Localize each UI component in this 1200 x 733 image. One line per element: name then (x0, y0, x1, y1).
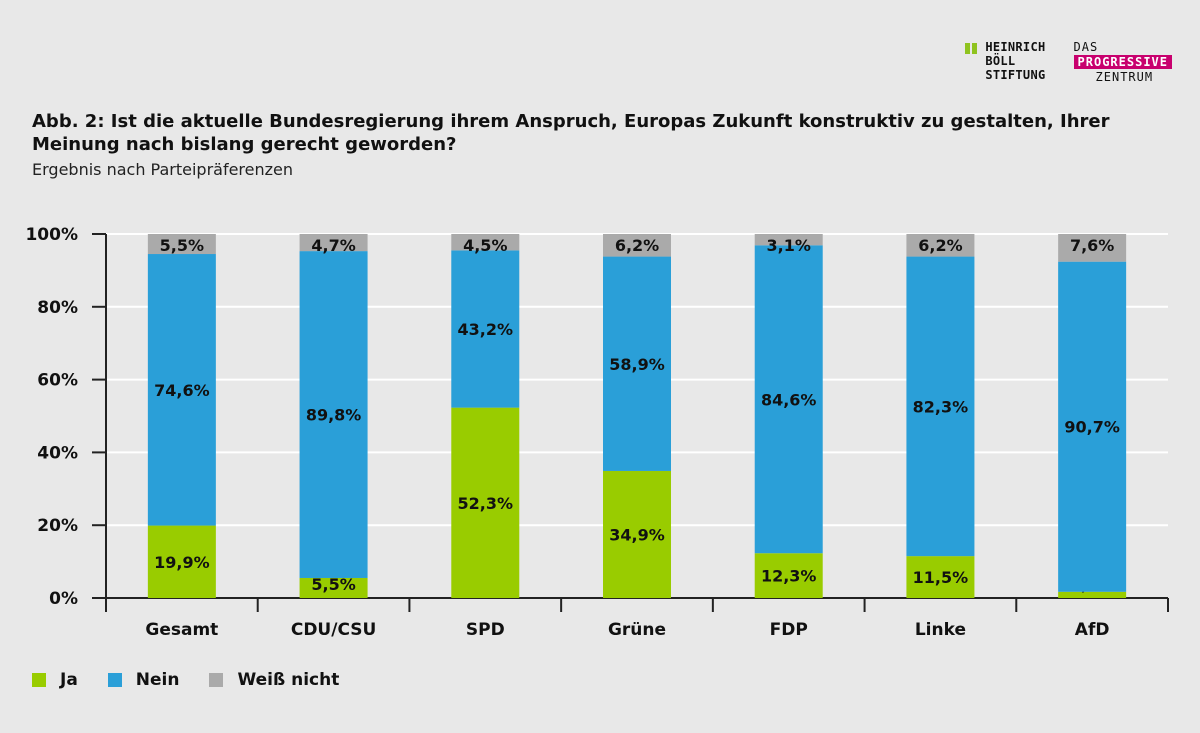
bar-weiss-nicht (299, 234, 368, 252)
progressive-zentrum-logo: DAS PROGRESSIVE ZENTRUM (1073, 40, 1172, 84)
data-label-ja: 11,5% (913, 568, 969, 587)
bar-ja (299, 577, 368, 598)
data-label-weiss-nicht: 3,1% (767, 236, 811, 255)
legend-label-weiss-nicht: Weiß nicht (237, 670, 340, 690)
legend-swatch-weiss-nicht (209, 673, 224, 687)
data-label-nein: 82,3% (913, 397, 969, 416)
data-label-nein: 89,8% (306, 406, 362, 425)
bar-nein (451, 250, 520, 408)
data-label-weiss-nicht: 6,2% (918, 236, 962, 255)
legend-item-ja: Ja (32, 670, 78, 690)
bar-nein (1058, 261, 1127, 592)
legend: Ja Nein Weiß nicht (32, 670, 339, 690)
legend-label-nein: Nein (135, 670, 180, 690)
category-label: AfD (1075, 620, 1110, 640)
hbs-line-1: HEINRICH (985, 40, 1046, 54)
data-label-nein: 74,6% (154, 381, 210, 400)
data-label-ja: 12,3% (761, 567, 817, 586)
category-label: Grüne (608, 620, 666, 640)
bar-ja (147, 525, 216, 598)
data-label-weiss-nicht: 4,5% (463, 236, 507, 255)
bar-weiss-nicht (754, 234, 823, 246)
data-label-nein: 84,6% (761, 390, 817, 409)
logos: HEINRICH BÖLL STIFTUNG DAS PROGRESSIVE Z… (965, 40, 1172, 84)
dpz-bot: ZENTRUM (1095, 70, 1154, 84)
data-label-ja: 34,9% (609, 525, 665, 544)
data-label-ja: 5,5% (311, 575, 355, 594)
data-label-ja: 19,9% (154, 553, 210, 572)
y-tick-label: 40% (37, 443, 78, 463)
bar-ja (603, 470, 671, 598)
category-label: FDP (770, 620, 808, 640)
legend-swatch-nein (107, 673, 122, 687)
data-label-weiss-nicht: 5,5% (160, 236, 204, 255)
bar-ja (1058, 591, 1127, 598)
bar-nein (299, 251, 368, 578)
bar-weiss-nicht (906, 234, 975, 257)
dpz-mid: PROGRESSIVE (1073, 55, 1172, 69)
legend-label-ja: Ja (60, 670, 78, 690)
bar-ja (754, 553, 823, 598)
hbs-mark-icon (965, 43, 978, 82)
bar-ja (906, 556, 975, 598)
hbs-line-3: STIFTUNG (985, 68, 1046, 82)
y-tick-label: 0% (49, 589, 78, 609)
bar-weiss-nicht (1058, 234, 1127, 262)
chart-subtitle: Ergebnis nach Parteipräferenzen (32, 160, 294, 179)
bar-weiss-nicht (451, 234, 520, 251)
bar-nein (906, 256, 975, 557)
data-label-ja: 52,3% (458, 494, 514, 513)
category-label: Linke (915, 620, 966, 640)
y-tick-label: 20% (37, 516, 78, 536)
bar-weiss-nicht (603, 234, 671, 257)
data-label-weiss-nicht: 7,6% (1070, 236, 1114, 255)
heinrich-boell-logo: HEINRICH BÖLL STIFTUNG (965, 40, 1045, 82)
hbs-line-2: BÖLL (985, 54, 1016, 68)
bar-weiss-nicht (147, 234, 216, 255)
category-label: SPD (466, 620, 505, 640)
y-tick-label: 100% (25, 225, 78, 245)
category-label: Gesamt (145, 620, 218, 640)
data-label-nein: 90,7% (1064, 418, 1120, 437)
legend-swatch-ja (32, 673, 46, 687)
legend-item-weiss-nicht: Weiß nicht (209, 670, 339, 690)
y-tick-label: 80% (37, 298, 78, 318)
category-label: CDU/CSU (291, 620, 376, 640)
y-tick-label: 60% (37, 371, 78, 391)
bar-ja (451, 407, 520, 598)
chart-title: Abb. 2: Ist die aktuelle Bundesregierung… (32, 111, 1110, 155)
data-label-weiss-nicht: 4,7% (311, 236, 355, 255)
bar-nein (754, 245, 823, 554)
dpz-top: DAS (1073, 40, 1099, 54)
data-label-weiss-nicht: 6,2% (615, 236, 659, 255)
bar-nein (603, 256, 671, 471)
legend-item-nein: Nein (107, 670, 180, 690)
bar-nein (147, 254, 216, 526)
data-label-nein: 43,2% (458, 320, 514, 339)
data-label-nein: 58,9% (609, 355, 665, 374)
